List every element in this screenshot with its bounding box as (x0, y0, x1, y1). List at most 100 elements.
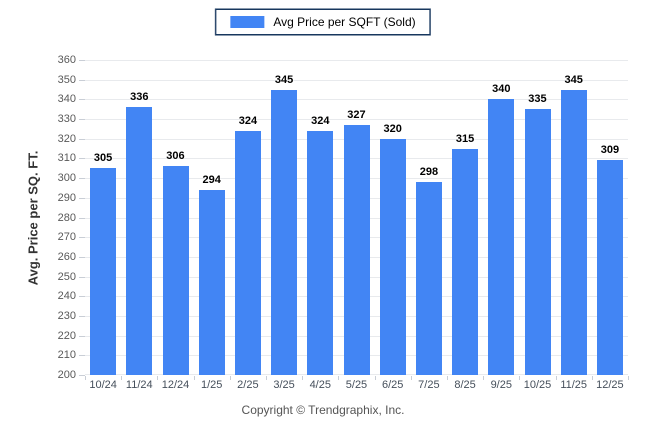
y-tick-mark-icon (79, 158, 85, 160)
bar[interactable] (415, 182, 442, 375)
x-tick-label: 2/25 (237, 379, 259, 391)
y-tick-label: 270 (57, 231, 76, 244)
gridline (85, 60, 628, 61)
bar[interactable] (198, 189, 225, 375)
x-tick-mark-icon (302, 376, 304, 380)
y-tick-mark-icon (79, 197, 85, 199)
x-tick-label: 3/25 (273, 379, 295, 391)
x-tick-mark-icon (591, 376, 593, 380)
legend[interactable]: Avg Price per SQFT (Sold) (215, 9, 431, 35)
gridline (85, 79, 628, 81)
bar[interactable] (234, 130, 261, 375)
x-tick-label: 5/25 (345, 379, 368, 391)
bar[interactable] (126, 107, 153, 375)
bar[interactable] (307, 130, 334, 375)
bar-value-label: 327 (347, 108, 366, 121)
y-tick-mark-icon (79, 335, 85, 337)
bar-value-label: 324 (311, 114, 330, 127)
x-tick-label: 11/25 (560, 379, 588, 391)
x-tick-mark-icon (483, 376, 485, 380)
y-tick-label: 350 (57, 73, 76, 86)
x-tick-mark-icon (121, 376, 123, 380)
y-tick-label: 200 (57, 369, 76, 381)
bar[interactable] (524, 109, 551, 375)
y-tick-label: 250 (57, 270, 76, 283)
x-tick-label: 12/25 (596, 379, 624, 391)
y-tick-mark-icon (79, 315, 85, 317)
x-tick-mark-icon (555, 376, 557, 380)
bar-value-label: 336 (130, 91, 149, 104)
bar-value-label: 309 (600, 144, 620, 157)
copyright-text: Copyright © Trendgraphix, Inc. (241, 403, 405, 417)
bar[interactable] (560, 89, 587, 375)
y-tick-mark-icon (79, 296, 85, 298)
x-tick-mark-icon (447, 376, 448, 380)
x-tick-label: 1/25 (200, 379, 223, 391)
x-tick-label: 10/24 (89, 379, 117, 391)
bar-value-label: 324 (238, 114, 258, 127)
bar-value-label: 345 (274, 73, 294, 86)
x-tick-mark-icon (193, 376, 195, 380)
y-tick-label: 260 (57, 250, 76, 263)
gridline (85, 99, 628, 101)
bar-value-label: 306 (166, 150, 185, 163)
bar[interactable] (343, 124, 370, 375)
y-tick-mark-icon (79, 355, 85, 357)
y-tick-mark-icon (79, 99, 85, 101)
bar-value-label: 315 (455, 132, 475, 145)
y-tick-label: 210 (57, 349, 76, 362)
y-tick-mark-icon (79, 237, 85, 239)
bar[interactable] (379, 138, 406, 375)
x-tick-label: 7/25 (418, 379, 440, 391)
x-tick-label: 10/25 (523, 379, 552, 391)
y-tick-mark-icon (79, 375, 85, 376)
y-tick-label: 280 (57, 211, 76, 224)
y-tick-label: 320 (57, 132, 76, 145)
plot-area: 305 336 306 294 324 345 324 327 320 298 315 340 335 3… (85, 60, 628, 375)
bar-value-label: 345 (564, 73, 583, 86)
bar-value-label: 294 (202, 173, 221, 186)
y-tick-mark-icon (79, 256, 85, 258)
y-tick-label: 240 (57, 290, 76, 303)
x-tick-mark-icon (410, 376, 412, 380)
x-tick-mark-icon (519, 376, 521, 380)
y-tick-mark-icon (79, 217, 85, 219)
x-tick-mark-icon (157, 376, 159, 380)
bar-value-label: 320 (383, 122, 402, 135)
x-tick-label: 6/25 (381, 379, 404, 391)
bar[interactable] (90, 168, 117, 375)
bar-value-label: 298 (419, 166, 439, 179)
x-tick-label: 8/25 (454, 379, 476, 391)
bar-value-label: 340 (492, 83, 511, 96)
x-tick-label: 4/25 (309, 379, 331, 391)
x-tick-label: 12/24 (161, 379, 190, 391)
y-tick-mark-icon (79, 138, 85, 140)
x-tick-label: 9/25 (490, 379, 512, 391)
y-tick-label: 310 (57, 152, 76, 165)
x-tick-label: 11/24 (125, 379, 153, 391)
bar[interactable] (271, 89, 298, 375)
y-tick-label: 330 (57, 113, 76, 126)
bar[interactable] (452, 148, 479, 375)
y-tick-label: 340 (57, 93, 76, 106)
bar-value-label: 305 (93, 152, 113, 165)
bar[interactable] (596, 160, 623, 375)
legend-label: Avg Price per SQFT (Sold) (273, 15, 416, 29)
x-tick-mark-icon (374, 376, 376, 380)
x-tick-mark-icon (229, 376, 231, 380)
x-tick-mark-icon (628, 376, 629, 380)
y-tick-label: 220 (57, 329, 76, 342)
y-tick-mark-icon (79, 276, 85, 278)
y-tick-label: 300 (57, 172, 76, 185)
legend-swatch-icon (230, 16, 265, 28)
x-tick-mark-icon (85, 376, 86, 380)
bar-value-label: 335 (528, 93, 547, 106)
x-tick-mark-icon (266, 376, 267, 380)
x-tick-mark-icon (338, 376, 340, 380)
gridline (85, 119, 628, 121)
bar[interactable] (162, 166, 189, 375)
y-tick-label: 290 (57, 191, 76, 204)
y-tick-mark-icon (79, 79, 85, 81)
bar[interactable] (488, 99, 515, 375)
